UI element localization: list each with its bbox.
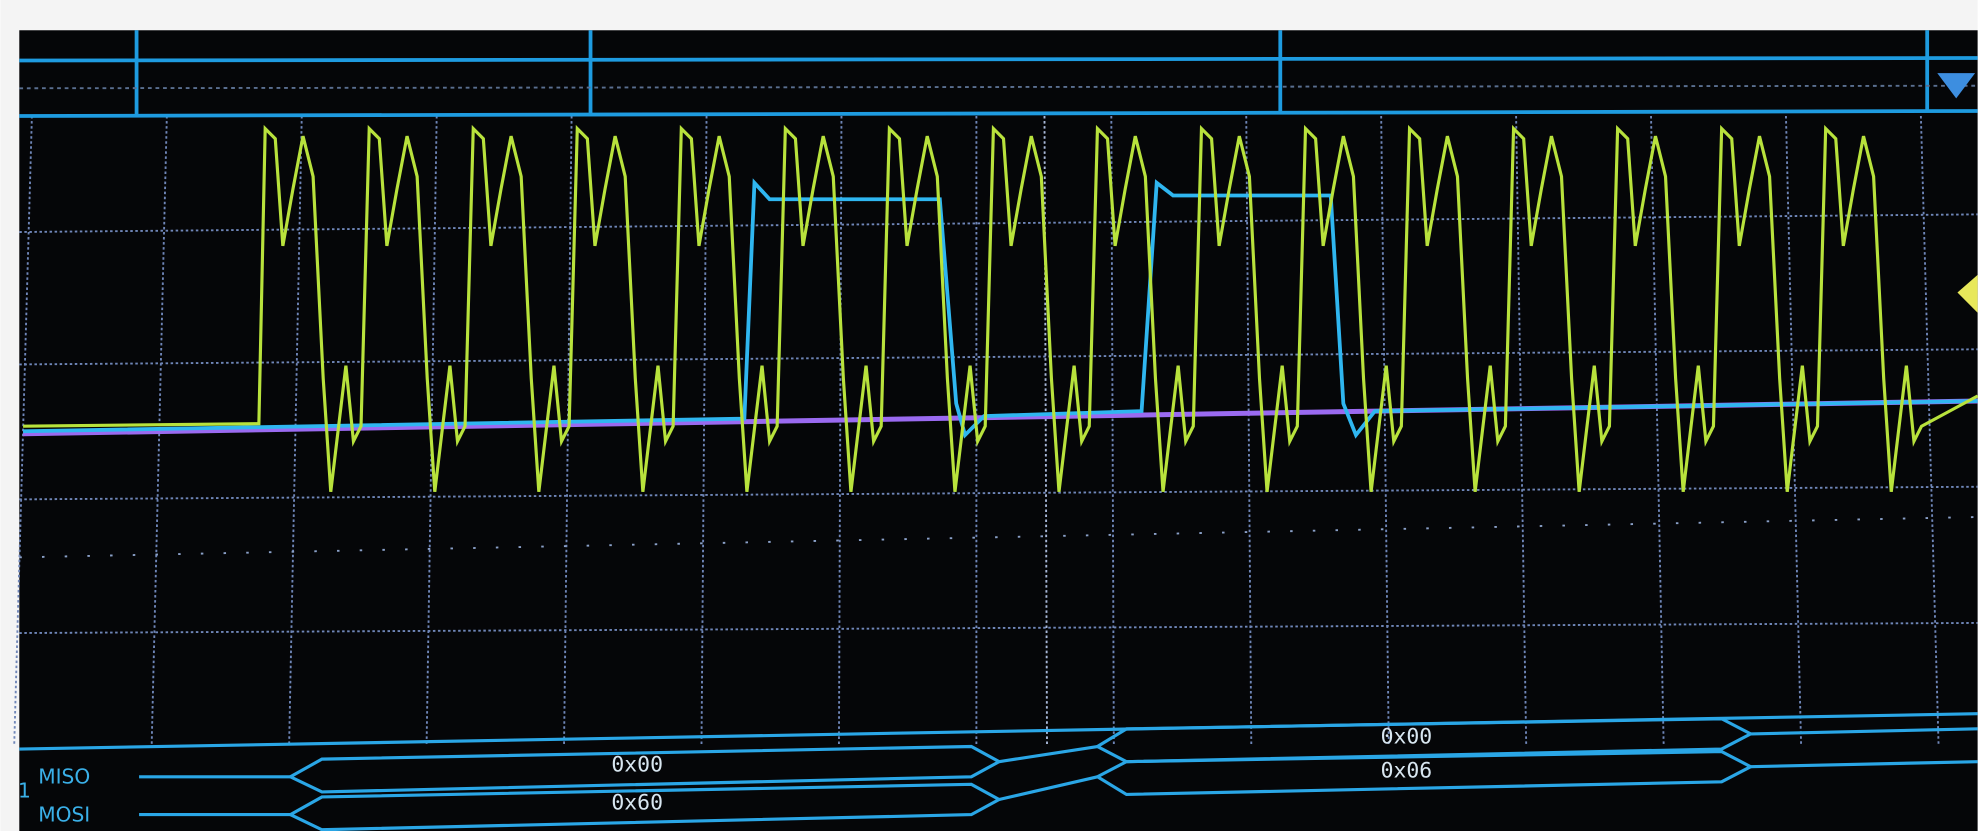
bus-name: MISO: [38, 765, 90, 789]
decode-value: 0x06: [1381, 759, 1433, 784]
oscilloscope-photo: 1 MISO MOSI 0x00 0x60 0x00 0x06: [0, 0, 1978, 831]
decode-value: 0x00: [1381, 725, 1433, 750]
page: 1 MISO MOSI 0x00 0x60 0x00 0x06 (() => {…: [0, 0, 1978, 831]
channel-label: 1: [18, 778, 31, 802]
decode-value: 0x60: [611, 790, 663, 815]
bus-name: MOSI: [38, 802, 90, 826]
decode-value: 0x00: [611, 752, 663, 777]
